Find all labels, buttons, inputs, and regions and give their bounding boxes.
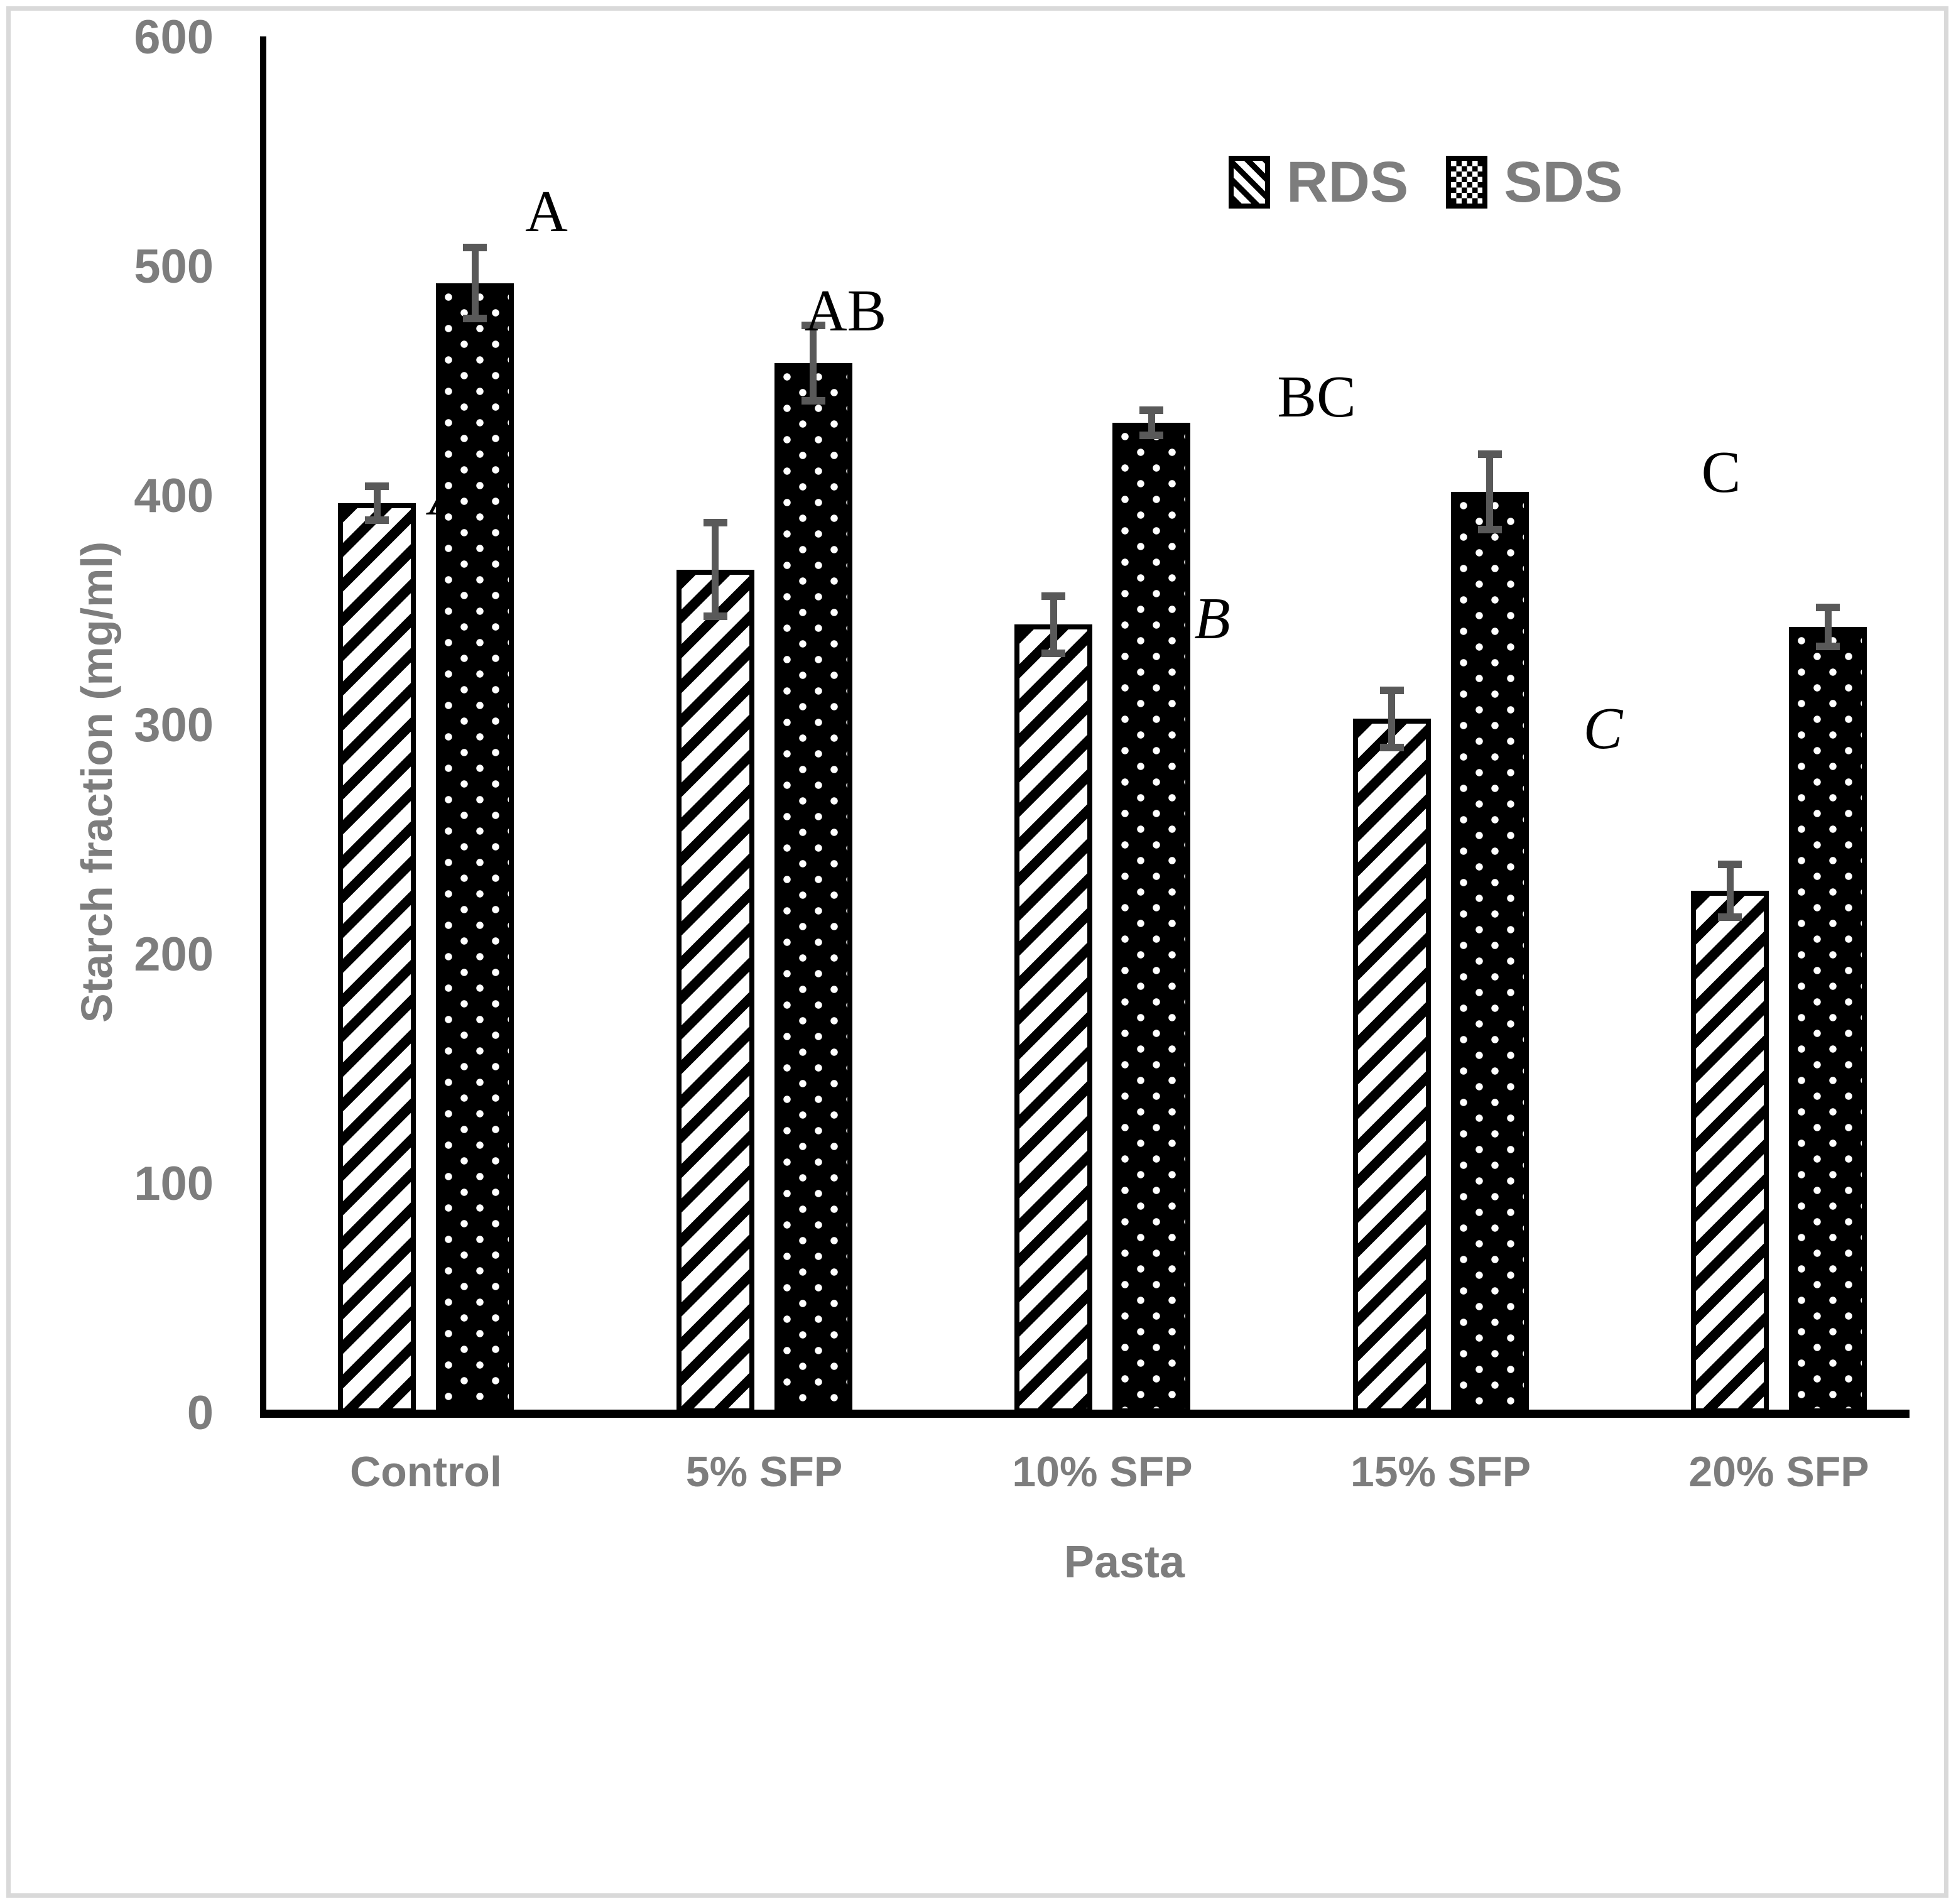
error-bar-rds-1-stem — [712, 521, 719, 618]
x-category-label-1: 5% SFP — [685, 1448, 843, 1496]
significance-letter-sds-0: A — [525, 179, 568, 244]
error-bar-rds-0-stem — [373, 484, 381, 522]
error-bar-rds-4-cap-top — [1718, 861, 1742, 868]
error-bar-rds-3-cap-bottom — [1379, 743, 1404, 751]
y-tick-label-0: 0 — [187, 1386, 214, 1440]
error-bar-sds-2-cap-top — [1139, 406, 1163, 415]
significance-letter-sds-1: AB — [804, 278, 887, 344]
error-bar-sds-0-cap-bottom — [463, 314, 487, 322]
y-tick-label-400: 400 — [134, 469, 214, 523]
error-bar-rds-1-cap-bottom — [703, 612, 727, 621]
error-bar-rds-2-cap-top — [1041, 592, 1065, 600]
bar-rds-2 — [1014, 624, 1092, 1413]
bar-rds-0 — [338, 503, 416, 1413]
significance-letter-rds-2: C — [1583, 696, 1623, 761]
y-axis-line — [260, 36, 266, 1417]
y-tick-label-200: 200 — [134, 928, 214, 981]
error-bar-sds-3-cap-top — [1477, 450, 1502, 458]
legend-item-rds: RDS — [1229, 151, 1408, 214]
error-bar-sds-0-cap-top — [463, 244, 487, 252]
legend-label-rds: RDS — [1286, 150, 1409, 214]
error-bar-rds-0-cap-top — [365, 482, 389, 490]
significance-letter-sds-3: C — [1701, 440, 1741, 505]
error-bar-sds-3-cap-bottom — [1477, 525, 1502, 533]
figure-border — [6, 6, 1948, 1898]
y-tick-label-600: 600 — [134, 11, 214, 64]
x-axis-line — [260, 1410, 1910, 1418]
bar-sds-2 — [1112, 423, 1190, 1413]
x-category-label-4: 20% SFP — [1688, 1448, 1869, 1496]
legend-label-sds: SDS — [1504, 150, 1623, 214]
error-bar-rds-0-cap-bottom — [365, 516, 389, 525]
error-bar-sds-1-stem — [810, 324, 817, 403]
x-category-label-0: Control — [350, 1448, 502, 1496]
bar-rds-4 — [1691, 890, 1769, 1413]
legend: RDS SDS — [1229, 151, 1622, 214]
error-bar-sds-4-stem — [1824, 606, 1832, 648]
error-bar-sds-1-cap-top — [801, 322, 825, 330]
bar-sds-4 — [1789, 627, 1867, 1413]
sds-checker-swatch-icon — [1446, 156, 1488, 209]
error-bar-sds-3-stem — [1486, 452, 1493, 531]
error-bar-sds-2-stem — [1148, 409, 1155, 437]
rds-hatch-swatch-icon — [1229, 156, 1270, 209]
bar-sds-0 — [436, 283, 514, 1413]
x-category-label-2: 10% SFP — [1012, 1448, 1193, 1496]
bar-rds-1 — [676, 569, 754, 1413]
y-tick-label-300: 300 — [134, 699, 214, 752]
error-bar-sds-4-cap-bottom — [1816, 642, 1840, 650]
error-bar-sds-1-cap-bottom — [801, 397, 825, 405]
error-bar-rds-3-cap-top — [1379, 686, 1404, 694]
error-bar-rds-3-stem — [1388, 688, 1395, 749]
significance-letter-rds-1: B — [1194, 586, 1231, 651]
bar-sds-3 — [1450, 491, 1529, 1413]
error-bar-sds-0-stem — [471, 246, 479, 320]
error-bar-rds-4-cap-bottom — [1718, 913, 1742, 921]
significance-letter-sds-2: BC — [1277, 364, 1356, 430]
bar-sds-1 — [774, 363, 852, 1413]
error-bar-sds-4-cap-top — [1816, 604, 1840, 612]
bar-rds-3 — [1352, 719, 1431, 1413]
error-bar-rds-4-stem — [1726, 863, 1734, 918]
error-bar-rds-2-cap-bottom — [1041, 649, 1065, 657]
legend-item-sds: SDS — [1446, 151, 1622, 214]
y-tick-label-500: 500 — [134, 240, 214, 293]
x-axis-title: Pasta — [1063, 1537, 1185, 1587]
error-bar-rds-1-cap-top — [703, 519, 727, 527]
x-category-label-3: 15% SFP — [1350, 1448, 1531, 1496]
y-tick-label-100: 100 — [134, 1157, 214, 1210]
error-bar-rds-2-stem — [1050, 594, 1057, 655]
error-bar-sds-2-cap-bottom — [1139, 432, 1163, 440]
